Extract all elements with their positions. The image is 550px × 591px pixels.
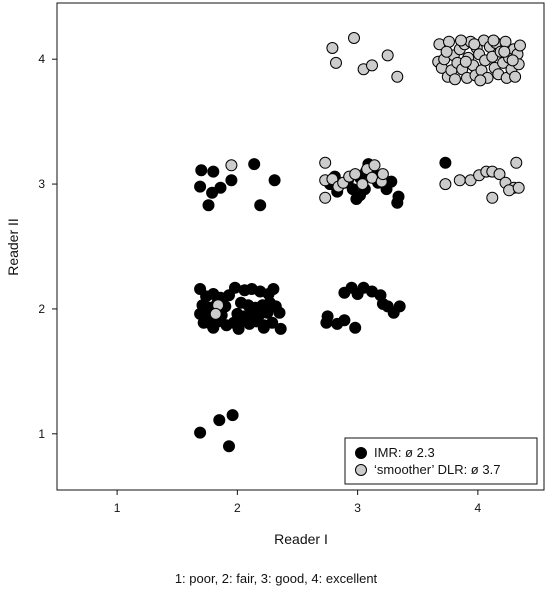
dlr-point [486,191,499,204]
imr-point [374,289,387,302]
imr-point [206,186,219,199]
y-axis-ticks: 1 2 3 4 [38,52,57,441]
dlr-point [512,181,525,194]
imr-point [207,165,220,178]
dlr-point [330,56,342,69]
series-dlr [209,32,526,320]
dlr-point [209,307,222,320]
dlr-point [498,45,511,58]
legend-label-imr: IMR: ø 2.3 [374,445,435,460]
imr-point [391,196,404,209]
dlr-point [506,54,519,67]
x-axis-ticks: 1 2 3 4 [114,490,482,515]
imr-point [273,306,286,319]
dlr-point [225,159,238,172]
imr-point [393,300,406,313]
x-tick-label: 1 [114,501,121,515]
plot-area-frame [56,2,545,491]
imr-point [439,156,452,169]
points-layer [194,32,526,453]
legend-box [344,437,538,485]
dlr-point [356,178,369,191]
dlr-point [391,70,404,83]
dlr-point [474,74,487,87]
imr-point [248,158,261,171]
y-tick-label: 4 [38,52,45,66]
rating-scale-note: 1: poor, 2: fair, 3: good, 4: excellent [175,571,378,586]
dlr-point [319,191,332,204]
dlr-point [348,32,360,44]
dlr-point [459,55,472,68]
legend-marker-dlr [355,464,367,476]
x-tick-label: 4 [475,501,482,515]
y-tick-label: 3 [38,177,45,191]
imr-point [261,306,274,319]
imr-point [194,180,207,193]
x-axis-label: Reader I [274,531,328,547]
imr-point [195,164,208,177]
dlr-point [509,70,522,83]
x-tick-label: 3 [354,501,361,515]
dlr-point [455,34,467,47]
imr-point [267,283,280,295]
dlr-point [366,59,378,72]
dlr-point [449,73,461,86]
imr-point [232,322,245,335]
imr-point [338,314,351,327]
imr-point [321,310,334,323]
dlr-point [326,42,339,54]
y-axis-label: Reader II [5,218,21,276]
dlr-point [510,156,523,169]
legend-label-dlr: ‘smoother’ DLR: ø 3.7 [374,462,500,477]
dlr-point [319,156,332,169]
dlr-point [439,178,452,191]
imr-point [225,174,238,187]
dlr-point [376,168,389,181]
dlr-point [440,45,453,58]
dlr-point [468,38,481,51]
dlr-point [514,39,526,52]
imr-point [226,409,239,422]
legend: IMR: ø 2.3 ‘smoother’ DLR: ø 3.7 [344,437,538,485]
y-tick-label: 1 [38,427,45,441]
imr-point [268,174,281,187]
imr-point [349,321,362,334]
imr-point [194,426,207,439]
y-tick-label: 2 [38,302,45,316]
x-tick-label: 2 [234,501,241,515]
dlr-point [443,35,455,48]
dlr-point [381,49,394,62]
dlr-point [349,168,362,181]
legend-marker-imr [355,447,367,459]
dlr-point [493,168,506,181]
imr-point [274,322,287,335]
imr-point [213,414,226,427]
dlr-point [487,34,500,47]
imr-point [207,321,220,334]
dlr-point [453,174,466,187]
imr-point [257,321,270,334]
imr-point [254,199,267,212]
imr-point [202,199,215,212]
dlr-point [368,159,381,172]
imr-point [223,440,235,453]
